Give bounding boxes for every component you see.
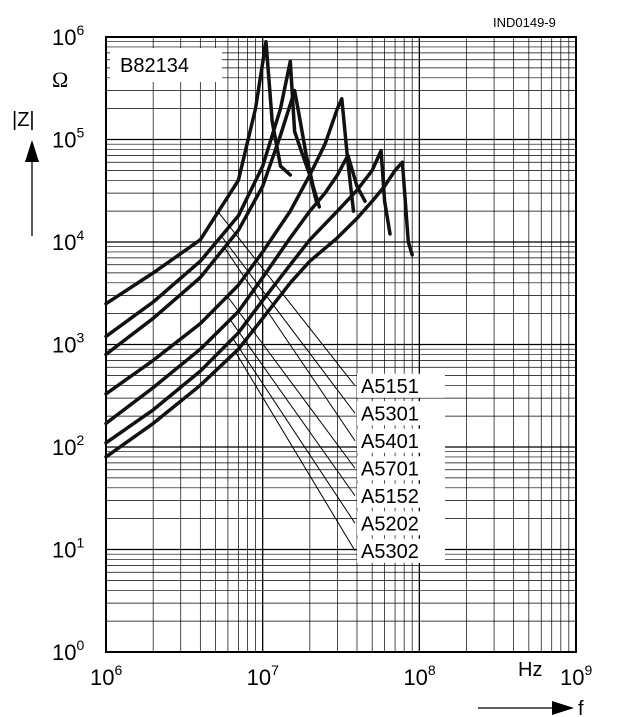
legend-bg-A5152 bbox=[357, 483, 445, 508]
leader-A5401 bbox=[224, 247, 356, 442]
leader-A5301 bbox=[220, 235, 356, 414]
x-axis-label: f bbox=[578, 698, 584, 717]
legend-bg-A5302 bbox=[357, 538, 445, 563]
y-tick-label: 106 bbox=[52, 22, 84, 50]
x-axis-arrow bbox=[478, 701, 574, 715]
curve-A5701 bbox=[104, 96, 356, 396]
y-unit-label: Ω bbox=[52, 67, 68, 92]
title-box: B82134 bbox=[110, 48, 222, 82]
legend-label-A5301: A5301 bbox=[361, 403, 419, 425]
x-tick-label: 107 bbox=[247, 662, 279, 690]
x-tick-label: 109 bbox=[560, 662, 592, 690]
y-arrow-head bbox=[25, 140, 39, 162]
grid bbox=[106, 37, 576, 652]
x-tick-label: 108 bbox=[403, 662, 435, 690]
leader-A5701 bbox=[226, 295, 356, 469]
y-tick-label: 102 bbox=[52, 432, 84, 460]
legend-bg-A5401 bbox=[357, 428, 445, 453]
y-tick-label: 103 bbox=[52, 330, 84, 358]
title-background bbox=[110, 48, 222, 82]
chart-title: B82134 bbox=[120, 55, 189, 77]
legend-label-A5151: A5151 bbox=[361, 376, 419, 398]
legend-label-A5401: A5401 bbox=[361, 431, 419, 453]
y-axis-label: |Z| bbox=[12, 109, 35, 131]
legend-label-A5202: A5202 bbox=[361, 513, 419, 535]
x-tick-label: 106 bbox=[90, 662, 122, 690]
curve-A5151 bbox=[104, 39, 293, 306]
legend-label-A5701: A5701 bbox=[361, 458, 419, 480]
leader-A5152 bbox=[229, 319, 356, 497]
x-unit-label: Hz bbox=[518, 659, 542, 681]
legend-label-A5302: A5302 bbox=[361, 541, 419, 563]
y-tick-labels: 100 101 102 103 104 105 106 bbox=[52, 22, 84, 665]
legend-bg-A5202 bbox=[357, 511, 445, 536]
y-tick-label: 104 bbox=[52, 227, 84, 255]
leader-lines bbox=[217, 211, 356, 552]
leader-A5302 bbox=[234, 351, 356, 552]
x-arrow-head bbox=[552, 701, 574, 715]
legend-bg-A5301 bbox=[357, 401, 445, 426]
y-axis-arrow bbox=[25, 140, 39, 236]
curve-A5301 bbox=[104, 59, 319, 339]
curve-A5202 bbox=[104, 148, 392, 445]
curve-A5152 bbox=[104, 153, 367, 426]
figure-id: IND0149-9 bbox=[493, 15, 556, 30]
y-tick-label: 105 bbox=[52, 125, 84, 153]
legend-label-A5152: A5152 bbox=[361, 486, 419, 508]
legend-bg-A5701 bbox=[357, 456, 445, 481]
curve-A5401 bbox=[104, 88, 322, 357]
legend: A5151 A5301 A5401 A5701 A5152 A5202 A5302 bbox=[357, 373, 445, 563]
y-tick-label: 101 bbox=[52, 535, 84, 563]
curve-A5302 bbox=[104, 160, 414, 459]
y-tick-label: 100 bbox=[52, 637, 84, 665]
leader-A5151 bbox=[217, 211, 356, 387]
leader-A5202 bbox=[232, 338, 356, 524]
series-layer bbox=[104, 39, 414, 459]
x-tick-labels: 106 107 108 109 bbox=[90, 662, 592, 690]
legend-bg-A5151 bbox=[357, 373, 445, 398]
plot-frame bbox=[105, 36, 577, 653]
